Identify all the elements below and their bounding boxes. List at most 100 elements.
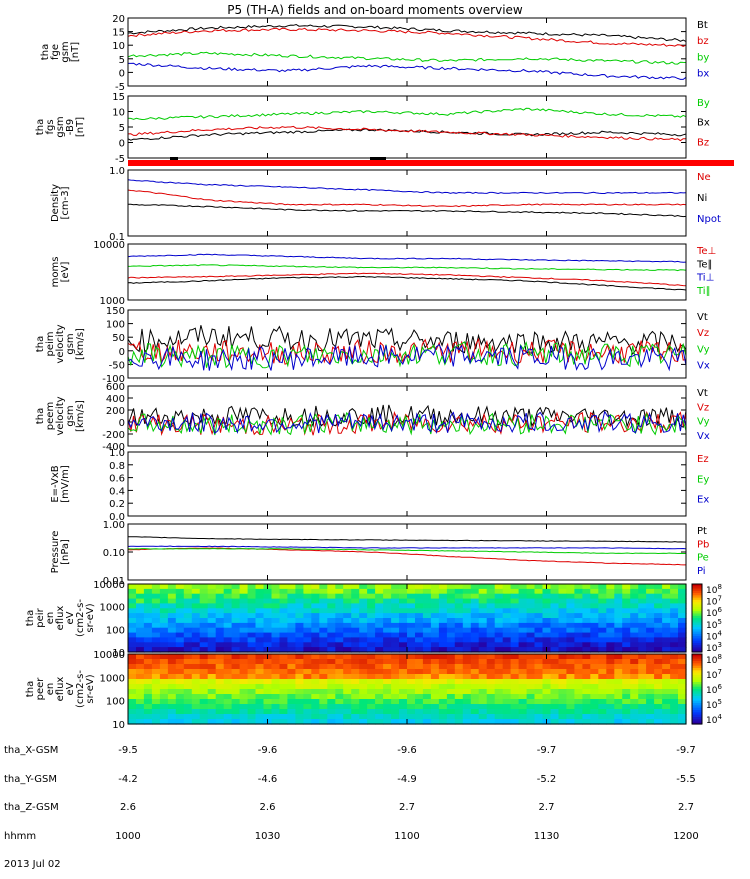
heatmap-cell [287, 709, 296, 715]
heatmap-cell [375, 669, 384, 675]
heatmap-cell [422, 659, 432, 665]
colorbar-segment [692, 679, 702, 683]
heatmap-cell [462, 684, 472, 690]
heatmap-cell [207, 632, 217, 639]
heatmap-cell [662, 704, 671, 710]
colorbar-segment [692, 705, 702, 709]
heatmap-cell [247, 598, 257, 605]
heatmap-cell [319, 654, 328, 660]
heatmap-cell [470, 637, 480, 643]
heatmap-cell [263, 664, 273, 670]
heatmap-cell [590, 622, 599, 629]
heatmap-cell [303, 618, 312, 624]
heatmap-cell [510, 664, 520, 670]
heatmap-cell [383, 694, 392, 700]
heatmap-cell [287, 618, 296, 624]
heatmap-cell [191, 659, 201, 665]
heatmap-cell [526, 618, 536, 624]
heatmap-cell [606, 694, 615, 700]
heatmap-cell [670, 704, 679, 710]
heatmap-cell [223, 613, 233, 619]
heatmap-cell [271, 593, 281, 600]
heatmap-cell [574, 632, 583, 639]
heatmap-cell [622, 637, 631, 643]
heatmap-cell [462, 699, 472, 705]
heatmap-cell [494, 669, 504, 675]
heatmap-cell [638, 699, 647, 705]
heatmap-cell [606, 714, 615, 720]
heatmap-cell [678, 642, 687, 648]
heatmap-cell [462, 584, 472, 590]
heatmap-cell [199, 664, 209, 670]
heatmap-cell [526, 613, 536, 619]
heatmap-cell [136, 584, 145, 590]
heatmap-cell [391, 654, 400, 660]
heatmap-cell [239, 669, 249, 675]
heatmap-cell [558, 669, 568, 675]
heatmap-cell [351, 632, 360, 639]
heatmap-cell [438, 632, 448, 639]
heatmap-cell [582, 709, 591, 715]
heatmap-cell [518, 694, 528, 700]
heatmap-cell [136, 714, 145, 720]
heatmap-cell [446, 618, 456, 624]
heatmap-cell [231, 627, 241, 634]
heatmap-cell [239, 704, 249, 710]
heatmap-cell [415, 613, 424, 619]
heatmap-cell [654, 603, 663, 609]
heatmap-cell [383, 699, 392, 705]
series-line-Pt [127, 536, 687, 543]
heatmap-cell [534, 642, 544, 648]
heatmap-cell [391, 608, 400, 614]
heatmap-cell [271, 588, 281, 595]
heatmap-cell [167, 642, 177, 648]
heatmap-cell [502, 584, 512, 590]
heatmap-cell [375, 694, 384, 700]
heatmap-cell [438, 659, 448, 665]
heatmap-cell [494, 613, 504, 619]
heatmap-cell [454, 704, 464, 710]
y-axis-label: peim [45, 331, 56, 356]
heatmap-cell [215, 709, 225, 715]
heatmap-cell [255, 618, 265, 624]
heatmap-cell [231, 608, 241, 614]
heatmap-cell [279, 699, 289, 705]
heatmap-cell [239, 647, 249, 653]
heatmap-cell [558, 632, 568, 639]
series-line-Bz [127, 125, 687, 142]
heatmap-cell [407, 647, 416, 653]
heatmap-cell [136, 684, 145, 690]
heatmap-cell [518, 654, 528, 660]
heatmap-cell [662, 588, 671, 595]
heatmap-cell [446, 598, 456, 605]
heatmap-cell [582, 694, 591, 700]
heatmap-cell [167, 637, 177, 643]
heatmap-cell [287, 669, 296, 675]
heatmap-cell [383, 603, 392, 609]
heatmap-cell [670, 689, 679, 695]
heatmap-cell [151, 714, 161, 720]
heatmap-cell [502, 659, 512, 665]
heatmap-cell [383, 593, 392, 600]
heatmap-cell [478, 694, 488, 700]
heatmap-cell [518, 699, 528, 705]
heatmap-cell [502, 694, 512, 700]
colorbar-segment [692, 700, 702, 704]
heatmap-cell [207, 709, 217, 715]
heatmap-cell [526, 588, 536, 595]
heatmap-cell [128, 584, 137, 590]
heatmap-cell [518, 608, 528, 614]
heatmap-cell [646, 584, 655, 590]
heatmap-cell [383, 613, 392, 619]
heatmap-cell [526, 709, 536, 715]
heatmap-cell [183, 714, 193, 720]
heatmap-cell [574, 709, 583, 715]
heatmap-cell [518, 674, 528, 680]
heatmap-cell [255, 659, 265, 665]
heatmap-cell [343, 618, 352, 624]
heatmap-cell [518, 684, 528, 690]
heatmap-cell [159, 689, 169, 695]
heatmap-cell [606, 684, 615, 690]
heatmap-cell [391, 584, 400, 590]
heatmap-cell [510, 588, 520, 595]
